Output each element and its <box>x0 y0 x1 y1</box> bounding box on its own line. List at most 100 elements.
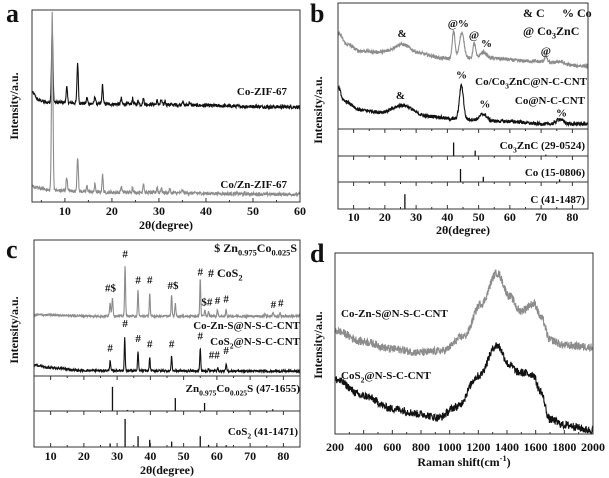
y-axis-label: Intensity/a.u. <box>7 72 21 139</box>
peak-marker: $# <box>201 296 213 308</box>
panel-letter: b <box>310 0 324 28</box>
x-tick-label: 80 <box>277 449 289 463</box>
x-tick-label: 10 <box>348 210 360 224</box>
series-line-1 <box>334 342 594 434</box>
panel-letter: d <box>310 239 325 268</box>
peak-marker: # <box>169 338 175 350</box>
x-tick-label: 1000 <box>438 440 462 454</box>
x-tick-label: 60 <box>504 210 516 224</box>
reference-label: CoS2 (41-1471) <box>228 426 298 440</box>
y-axis-label: Intensity/a.u. <box>311 311 325 378</box>
peak-marker: @ <box>541 46 551 58</box>
peak-marker: # <box>122 318 128 330</box>
peak-marker: #$ <box>167 280 179 292</box>
x-tick-label: 60 <box>294 204 306 218</box>
series-label: Co/Zn-ZIF-67 <box>220 179 287 191</box>
peak-marker: % <box>479 99 490 111</box>
x-tick-label: 1800 <box>552 440 576 454</box>
peak-marker: ## <box>209 349 221 361</box>
x-tick-label: 30 <box>410 210 422 224</box>
x-axis-label: Raman shift(cm-1) <box>417 454 510 469</box>
peak-marker: # <box>278 298 284 310</box>
series-line-0 <box>334 269 594 356</box>
legend-entry: # CoS2 <box>208 266 243 283</box>
panel-b: Co/Co3ZnC@N-C-CNT Co@N-C-CNT Co3ZnC (29-05… <box>310 0 592 237</box>
peak-marker: # <box>271 299 277 311</box>
peak-marker: # <box>122 249 128 261</box>
peak-marker: # <box>135 333 141 345</box>
peak-marker: @% <box>448 18 469 30</box>
x-tick-label: 1200 <box>466 440 490 454</box>
peak-marker: # <box>198 266 204 278</box>
series-label: Co-Zn-S@N-S-C-CNT <box>193 320 300 332</box>
x-tick-label: 20 <box>78 449 90 463</box>
peak-marker: # <box>215 295 221 307</box>
peak-marker: # <box>147 275 153 287</box>
peak-marker: & <box>397 28 406 40</box>
x-tick-label: 1400 <box>495 440 519 454</box>
x-tick-label: 30 <box>111 449 123 463</box>
reference-label: Co (15-0806) <box>525 167 586 179</box>
x-tick-label: 40 <box>441 210 453 224</box>
reference-label: Zn0.975Co0.025S (47-1655) <box>186 383 301 397</box>
series-line-1 <box>33 337 301 375</box>
x-tick-label: 20 <box>379 210 391 224</box>
reference-label: Co3ZnC (29-0524) <box>500 140 586 154</box>
x-tick-label: 30 <box>153 204 165 218</box>
x-axis-label: 2θ(degree) <box>436 223 490 237</box>
panel-c: Co-Zn-S@N-S-C-CNT CoS2@N-S-C-CNT Zn0.975Co… <box>6 235 301 477</box>
legend-entry: % Co <box>562 6 592 20</box>
series-label: Co@N-C-CNT <box>515 95 586 107</box>
peak-marker: # <box>107 343 113 355</box>
x-tick-label: 80 <box>566 210 578 224</box>
x-axis-label: 2θ(degree) <box>140 463 194 477</box>
legend-entry: & C <box>523 6 545 20</box>
x-tick-label: 20 <box>106 204 118 218</box>
x-tick-label: 50 <box>473 210 485 224</box>
x-tick-label: 800 <box>412 440 430 454</box>
x-tick-label: 40 <box>200 204 212 218</box>
panel-a: Co-ZIF-67 Co/Zn-ZIF-67 10 20 30 40 50 60 2θ(degr… <box>6 0 306 232</box>
peak-marker: & <box>396 90 405 102</box>
x-tick-label: 1600 <box>524 440 548 454</box>
x-tick-label: 70 <box>535 210 547 224</box>
series-line-0 <box>33 266 301 320</box>
x-tick-label: 60 <box>211 449 223 463</box>
series-line-1 <box>337 83 589 128</box>
peak-marker: @ <box>469 29 479 41</box>
series-label: CoS2@N-S-C-CNT <box>210 336 301 350</box>
x-tick-label: 10 <box>59 204 71 218</box>
peak-marker: % <box>481 38 492 50</box>
series-label: Co/Co3ZnC@N-C-CNT <box>475 76 588 90</box>
series-line-0 <box>31 28 301 111</box>
x-tick-label: 50 <box>178 449 190 463</box>
axes-frame <box>31 9 301 203</box>
peak-marker: % <box>456 70 467 82</box>
x-tick-label: 70 <box>244 449 256 463</box>
x-tick-label: 50 <box>247 204 259 218</box>
series-line-0 <box>337 29 589 70</box>
series-line-1 <box>31 11 301 198</box>
peak-marker: # <box>135 275 141 287</box>
panel-letter: a <box>6 0 19 28</box>
y-axis-label: Intensity/a.u. <box>311 76 325 143</box>
peak-marker: # <box>223 294 229 306</box>
reference-label: C (41-1487) <box>530 194 585 206</box>
x-tick-label: 600 <box>383 440 401 454</box>
y-axis-label: Intensity/a.u. <box>7 296 21 363</box>
peak-marker: # <box>223 345 229 357</box>
x-tick-label: 40 <box>144 449 156 463</box>
series-label: Co-ZIF-67 <box>237 86 288 98</box>
peak-marker: % <box>556 107 567 119</box>
legend-entry: $ Zn0.975Co0.025S <box>214 241 297 258</box>
series-label: Co-Zn-S@N-S-C-CNT <box>341 308 448 320</box>
x-tick-label: 2000 <box>581 440 605 454</box>
legend-entry: @ Co3ZnC <box>523 24 579 41</box>
panel-d: Co-Zn-S@N-S-C-CNT CoS2@N-S-C-CNT 200 400 600… <box>310 239 605 469</box>
x-axis-label: 2θ(degree) <box>139 218 193 232</box>
x-tick-label: 10 <box>45 449 57 463</box>
series-label: CoS2@N-S-C-CNT <box>341 370 432 384</box>
x-tick-label: 400 <box>355 440 373 454</box>
peak-marker: # <box>198 330 204 342</box>
